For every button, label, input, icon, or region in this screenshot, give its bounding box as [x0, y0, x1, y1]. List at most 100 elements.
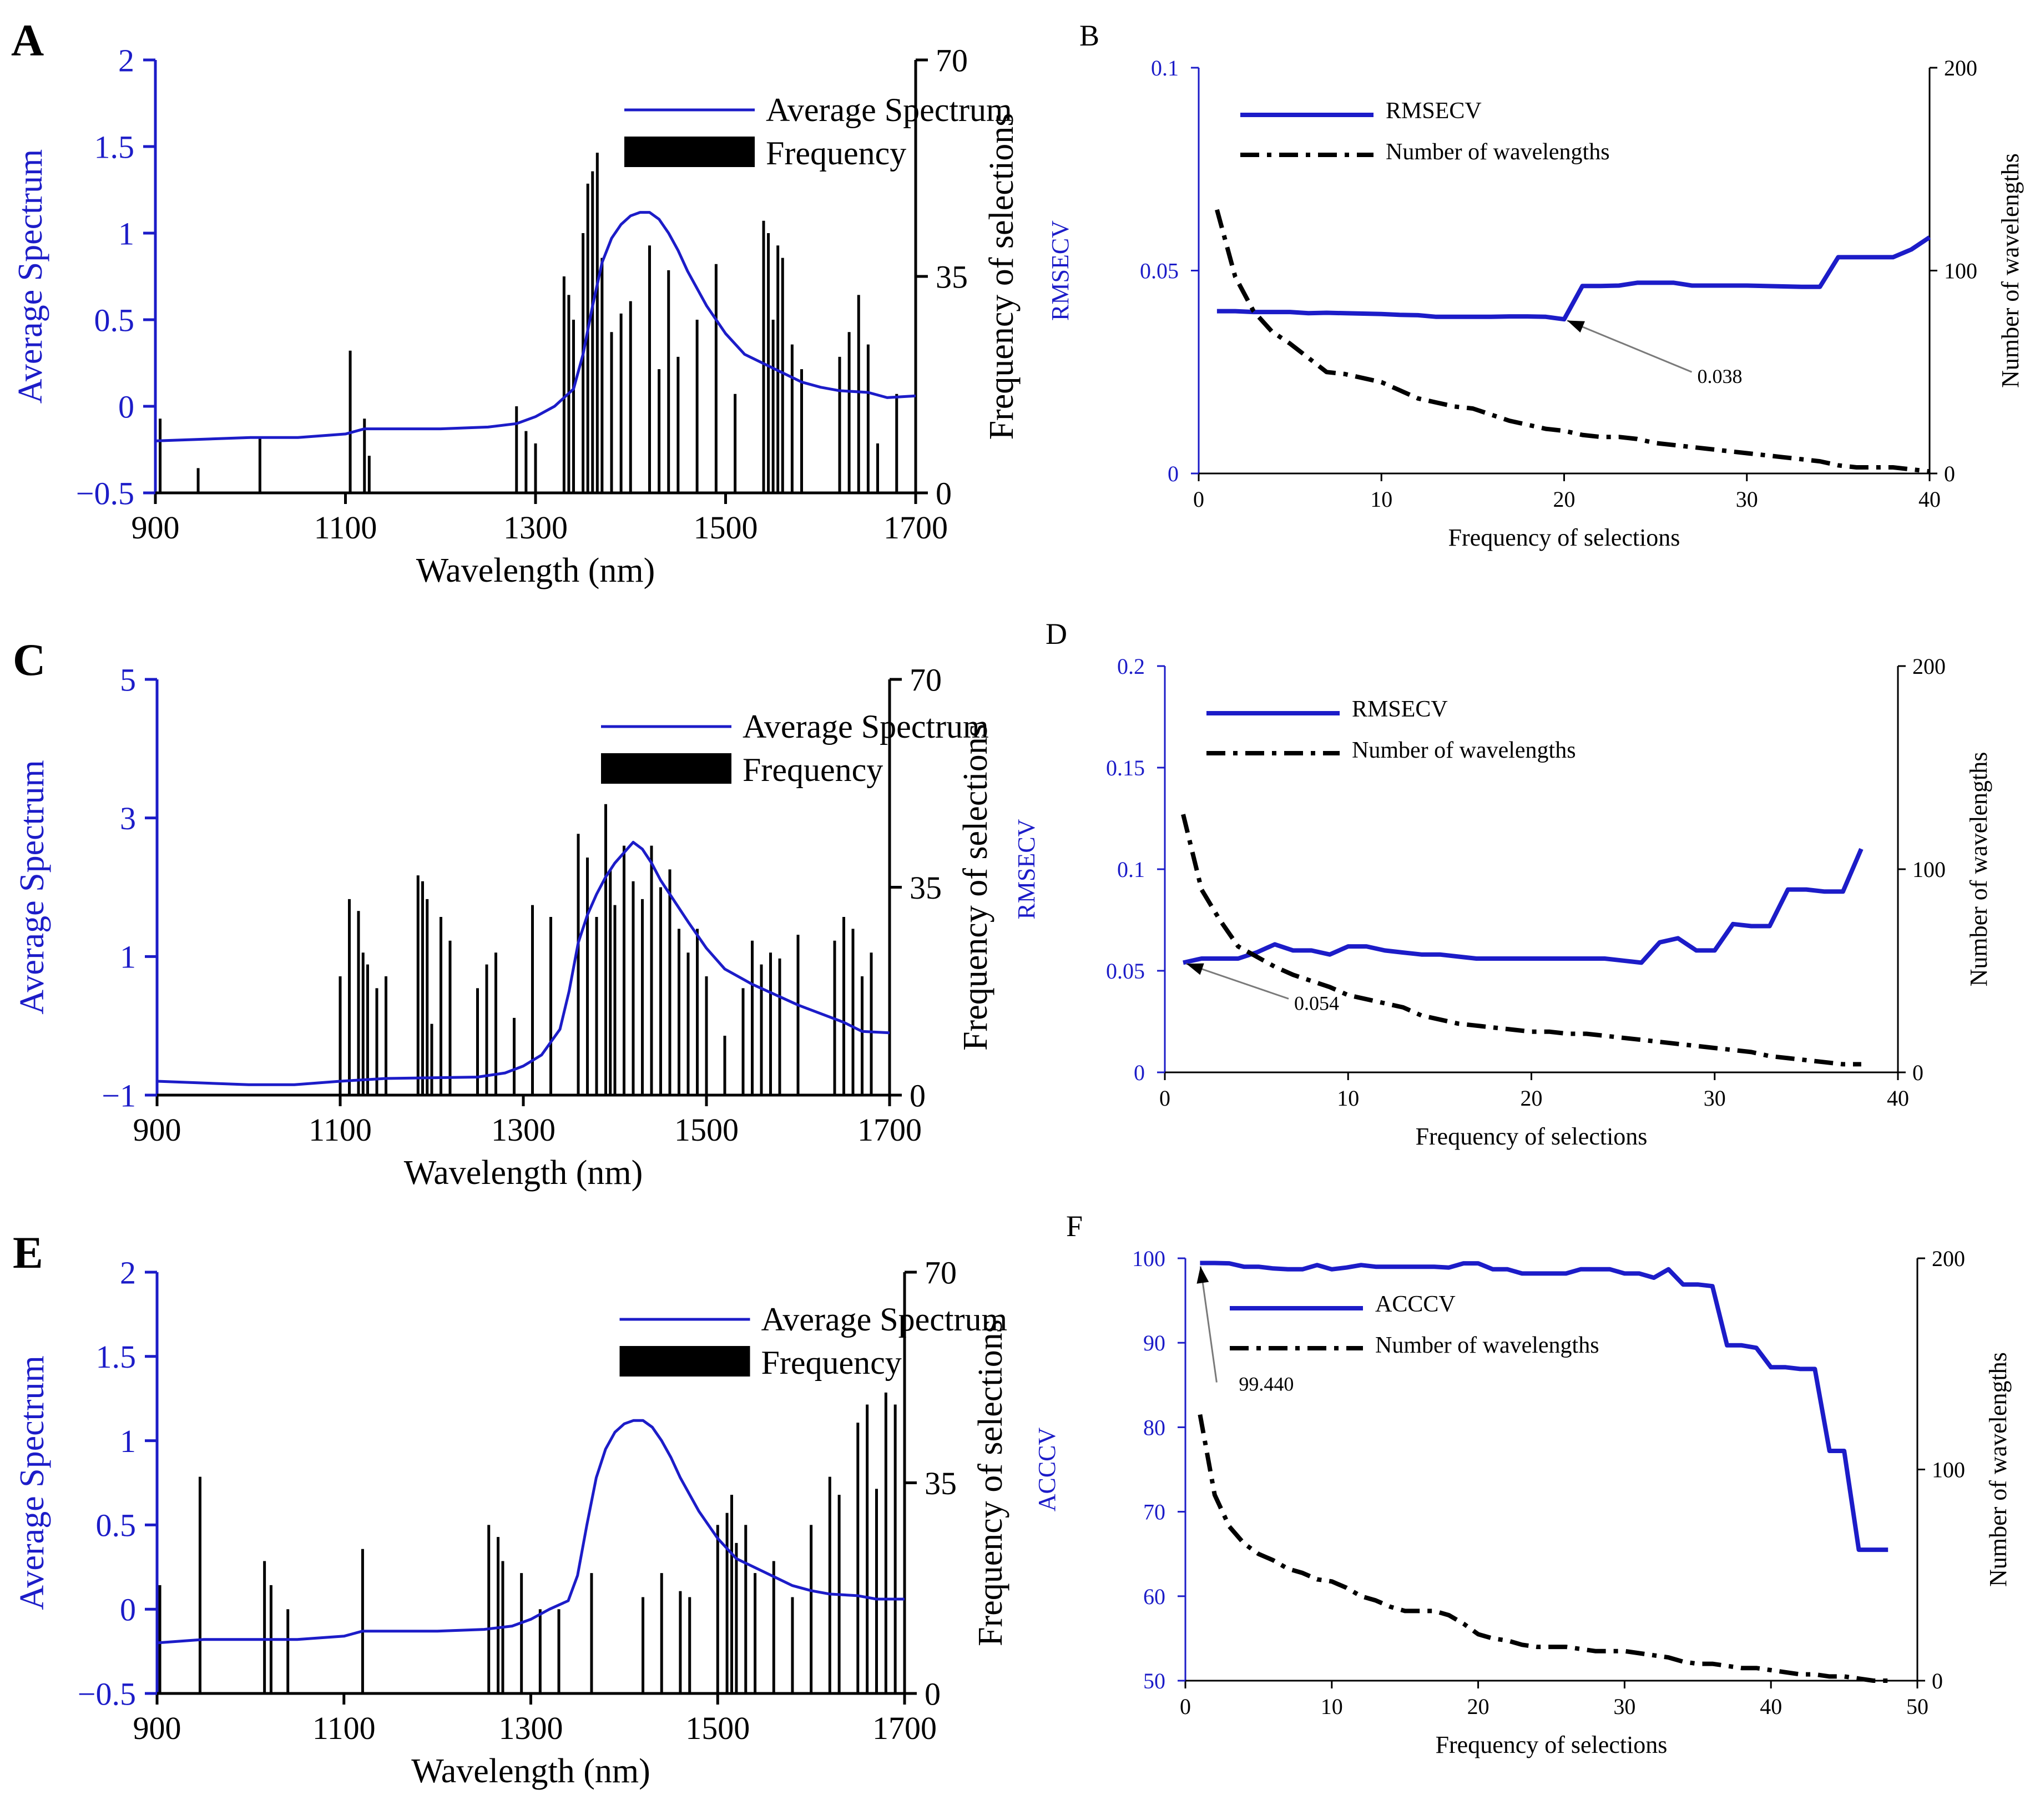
left-y-tick-label: 0.5: [96, 1508, 137, 1544]
right-y-tick-label: 0: [1932, 1668, 1943, 1693]
left-y-tick-label: 1.5: [96, 1339, 137, 1375]
x-tick-label: 1100: [309, 1112, 372, 1148]
legend-bar-swatch: [619, 1346, 750, 1377]
left-axis-title: Average Spectrum: [12, 149, 49, 404]
x-axis-title: Frequency of selections: [1416, 1123, 1648, 1150]
right-y-tick-label: 100: [1912, 857, 1946, 882]
left-y-tick-label: 0.1: [1151, 56, 1179, 80]
annotation-label: 0.038: [1698, 365, 1743, 387]
legend-bar-label: Frequency: [761, 1344, 902, 1381]
panel-label: D: [1046, 617, 1067, 651]
left-y-tick-label: 1.5: [94, 129, 135, 165]
legend-metric-label: RMSECV: [1386, 98, 1482, 124]
right-axis-title: Frequency of selections: [983, 113, 1021, 440]
average-spectrum-line: [156, 840, 890, 1086]
left-y-tick-label: 0: [120, 1592, 136, 1628]
left-y-tick-label: −0.5: [78, 1676, 136, 1712]
x-tick-label: 0: [1193, 487, 1204, 512]
right-axis-title: Frequency of selections: [972, 1319, 1009, 1646]
right-axis-title: Number of wavelengths: [1985, 1352, 2012, 1587]
primary-metric-line: [1183, 848, 1864, 965]
right-y-tick-label: 200: [1912, 654, 1946, 679]
x-tick-label: 10: [1321, 1694, 1343, 1719]
legend-line-label: Average Spectrum: [743, 708, 989, 745]
annotation-arrow-line: [1186, 962, 1289, 1000]
x-tick-label: 10: [1337, 1086, 1359, 1111]
right-y-tick-label: 100: [1944, 259, 1977, 284]
left-axis-title: Average Spectrum: [13, 1355, 51, 1610]
right-y-tick-label: 200: [1944, 56, 1977, 80]
legend-bar-swatch: [624, 137, 755, 167]
x-tick-label: 40: [1918, 487, 1941, 512]
average-spectrum-line: [156, 1419, 905, 1645]
panel-c: 900 1100 1300 1500 1700−113503570Wavelength …: [13, 634, 994, 1192]
right-y-tick-label: 0: [910, 1077, 926, 1113]
x-tick-label: 900: [132, 510, 180, 546]
left-y-tick-label: 60: [1143, 1584, 1165, 1609]
primary-metric-line: [1216, 235, 1931, 322]
x-tick-label: 0: [1159, 1086, 1170, 1111]
legend-line-label: Average Spectrum: [766, 92, 1012, 128]
left-y-tick-label: 2: [120, 1254, 136, 1290]
left-y-tick-label: 3: [120, 800, 136, 836]
right-y-tick-label: 0: [925, 1676, 941, 1712]
x-tick-label: 1300: [491, 1112, 556, 1148]
x-tick-label: 1500: [674, 1112, 739, 1148]
number-of-wavelengths-line: [1181, 814, 1861, 1067]
x-tick-label: 1300: [503, 510, 568, 546]
legend-wavelengths-label: Number of wavelengths: [1386, 139, 1610, 165]
left-y-tick-label: 0.05: [1106, 959, 1145, 984]
left-y-tick-label: −1: [102, 1077, 136, 1113]
x-tick-label: 10: [1370, 487, 1392, 512]
left-y-tick-label: 0: [118, 389, 134, 425]
right-y-tick-label: 35: [936, 259, 968, 295]
legend-wavelengths-label: Number of wavelengths: [1375, 1333, 1599, 1358]
panel-label: C: [13, 634, 46, 685]
annotation-arrow-line: [1567, 320, 1693, 373]
right-y-tick-label: 35: [910, 870, 942, 906]
left-y-tick-label: 0: [1168, 461, 1179, 486]
panel-a: 900 1100 1300 1500 1700 −0.5 0 0.5 1 1.5 2 0 35 70 Wav…: [11, 15, 1021, 589]
x-tick-label: 20: [1521, 1086, 1543, 1111]
right-y-tick-label: 70: [925, 1254, 957, 1290]
x-tick-label: 20: [1553, 487, 1576, 512]
right-y-tick-label: 0: [936, 475, 952, 511]
x-tick-label: 20: [1467, 1694, 1489, 1719]
right-y-tick-label: 200: [1932, 1246, 1965, 1271]
right-y-tick-label: 0: [1912, 1060, 1923, 1085]
x-tick-label: 1700: [857, 1112, 922, 1148]
legend-metric-label: RMSECV: [1352, 697, 1448, 722]
left-y-tick-label: 0.5: [94, 302, 135, 338]
left-y-tick-label: 1: [120, 939, 136, 975]
x-axis-title: Wavelength (nm): [404, 1154, 643, 1192]
primary-metric-line: [1200, 1261, 1888, 1552]
left-axis-title: Average Spectrum: [13, 760, 51, 1015]
annotation-label: 99.440: [1239, 1373, 1294, 1395]
panel-label: A: [11, 15, 44, 65]
left-y-tick-label: 0: [1134, 1060, 1145, 1085]
left-axis-title: ACCCV: [1033, 1427, 1061, 1511]
left-y-tick-label: 80: [1143, 1415, 1165, 1440]
left-y-tick-label: 70: [1143, 1500, 1165, 1525]
right-y-tick-label: 0: [1944, 461, 1955, 486]
x-axis-title: Wavelength (nm): [416, 552, 655, 589]
left-y-tick-label: 1: [118, 215, 134, 251]
average-spectrum-line: [155, 211, 916, 442]
x-tick-label: 1300: [499, 1710, 563, 1746]
panel-label: B: [1079, 19, 1099, 52]
legend-bar-label: Frequency: [743, 752, 883, 788]
left-y-tick-label: 2: [118, 42, 134, 78]
x-axis-title: Wavelength (nm): [411, 1752, 650, 1790]
left-y-tick-label: −0.5: [76, 475, 134, 511]
legend-bar-swatch: [601, 753, 731, 784]
x-tick-label: 1500: [685, 1710, 750, 1746]
left-y-tick-label: 50: [1143, 1668, 1165, 1693]
x-axis-title: Frequency of selections: [1436, 1731, 1668, 1758]
panel-f: 0 10 20 30 40 50 50 60 70 80 90 100 0 100 200 Frequency…: [1033, 1209, 2012, 1758]
x-tick-label: 50: [1906, 1694, 1928, 1719]
annotation-arrow-line: [1199, 1266, 1218, 1383]
right-y-tick-label: 70: [936, 42, 968, 78]
right-axis-title: Frequency of selections: [957, 724, 994, 1051]
